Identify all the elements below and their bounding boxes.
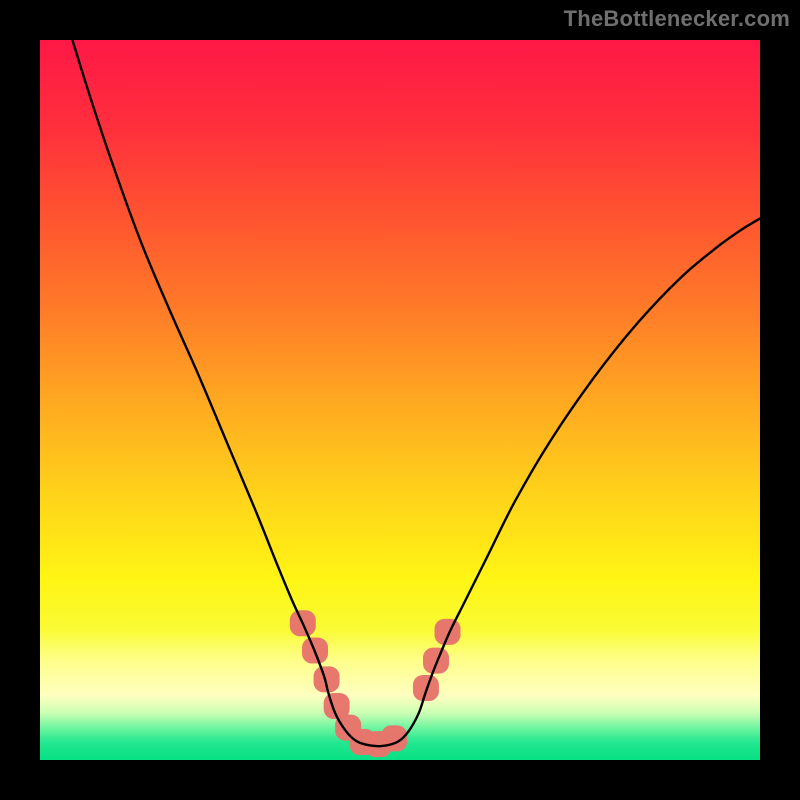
chart-stage: TheBottlenecker.com — [0, 0, 800, 800]
watermark-text: TheBottlenecker.com — [564, 6, 790, 32]
bottleneck-curve — [72, 40, 760, 746]
curve-marker — [413, 675, 439, 701]
curve-marker — [435, 619, 461, 645]
curve-layer — [40, 40, 760, 760]
plot-area — [40, 40, 760, 760]
curve-marker — [423, 648, 449, 674]
markers-group — [290, 610, 461, 757]
